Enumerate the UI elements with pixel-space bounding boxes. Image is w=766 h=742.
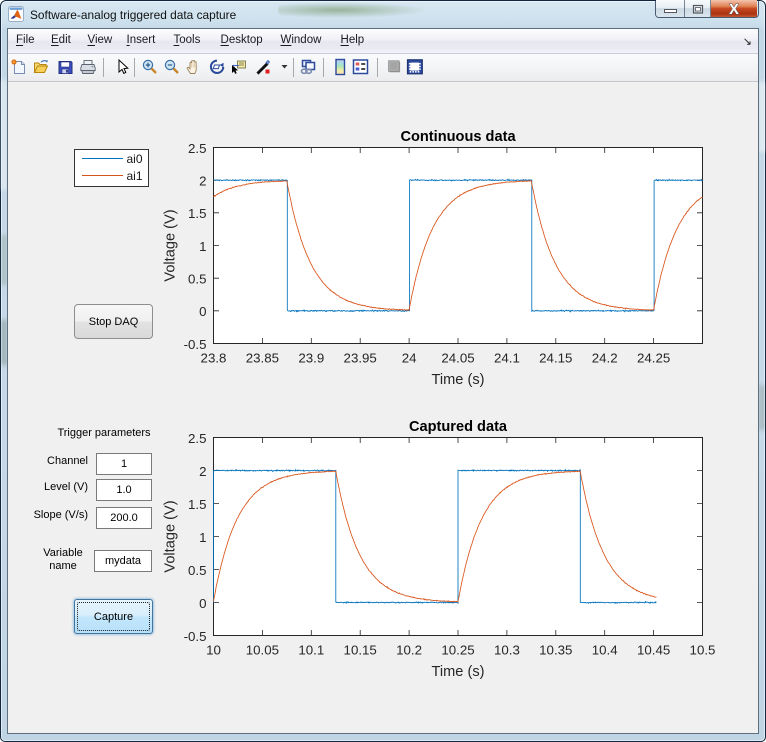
svg-text:24.25: 24.25	[637, 351, 670, 366]
svg-text:10.15: 10.15	[344, 643, 377, 658]
svg-text:1.5: 1.5	[188, 497, 207, 512]
svg-text:24: 24	[402, 351, 417, 366]
svg-text:10.1: 10.1	[298, 643, 324, 658]
svg-text:0: 0	[199, 596, 206, 611]
svg-text:23.95: 23.95	[344, 351, 377, 366]
svg-text:ai0: ai0	[127, 152, 143, 166]
svg-text:Voltage (V): Voltage (V)	[163, 209, 179, 281]
svg-text:10.3: 10.3	[494, 643, 520, 658]
svg-text:0: 0	[199, 304, 206, 319]
svg-text:10.45: 10.45	[637, 643, 670, 658]
svg-text:10.4: 10.4	[592, 643, 618, 658]
svg-text:ai1: ai1	[127, 169, 143, 183]
svg-text:24.2: 24.2	[592, 351, 618, 366]
svg-text:23.85: 23.85	[246, 351, 279, 366]
svg-text:-0.5: -0.5	[184, 337, 207, 352]
svg-text:23.8: 23.8	[201, 351, 227, 366]
svg-text:2.5: 2.5	[188, 431, 207, 446]
svg-text:10.05: 10.05	[246, 643, 279, 658]
svg-text:2: 2	[199, 174, 206, 189]
svg-text:2: 2	[199, 464, 206, 479]
svg-text:24.05: 24.05	[441, 351, 474, 366]
svg-text:Time (s): Time (s)	[432, 664, 485, 680]
svg-text:0.5: 0.5	[188, 563, 207, 578]
svg-text:10: 10	[206, 643, 221, 658]
svg-text:10.5: 10.5	[690, 643, 716, 658]
svg-text:24.1: 24.1	[494, 351, 520, 366]
svg-text:-0.5: -0.5	[184, 629, 207, 644]
svg-text:0.5: 0.5	[188, 272, 207, 287]
svg-text:2.5: 2.5	[188, 141, 207, 156]
svg-text:23.9: 23.9	[298, 351, 324, 366]
svg-text:24.15: 24.15	[539, 351, 572, 366]
svg-text:Continuous data: Continuous data	[400, 129, 516, 145]
svg-text:Voltage (V): Voltage (V)	[163, 500, 179, 572]
svg-text:X: X	[729, 2, 739, 18]
svg-text:10.35: 10.35	[539, 643, 572, 658]
svg-text:10.25: 10.25	[441, 643, 474, 658]
svg-text:1.5: 1.5	[188, 206, 207, 221]
svg-text:Time (s): Time (s)	[432, 372, 485, 388]
svg-text:Captured data: Captured data	[409, 419, 508, 435]
svg-text:1: 1	[199, 530, 206, 545]
svg-text:1: 1	[199, 239, 206, 254]
svg-text:10.2: 10.2	[396, 643, 422, 658]
